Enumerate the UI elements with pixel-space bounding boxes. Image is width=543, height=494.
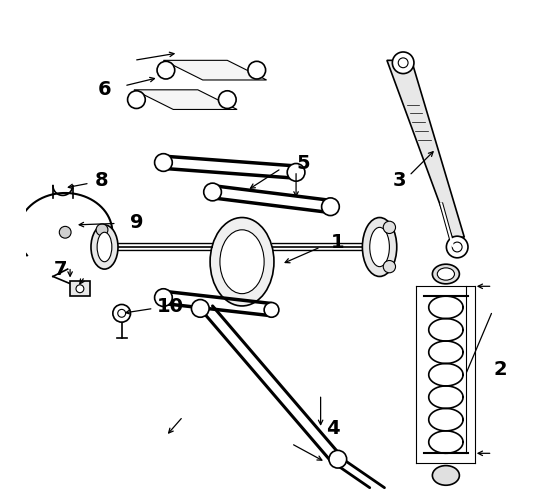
Text: 5: 5 [296,154,310,173]
Circle shape [218,91,236,109]
Text: 8: 8 [95,171,109,190]
Ellipse shape [91,225,118,269]
Circle shape [398,58,408,68]
Text: 1: 1 [331,233,345,251]
Circle shape [118,309,125,317]
Ellipse shape [437,268,454,280]
Polygon shape [387,60,464,237]
Circle shape [204,183,222,201]
Text: 4: 4 [326,419,340,438]
Ellipse shape [383,221,395,234]
Circle shape [157,61,175,79]
Circle shape [452,242,462,252]
Circle shape [128,91,146,109]
Ellipse shape [97,232,112,262]
Ellipse shape [432,465,459,485]
Text: 3: 3 [393,171,406,190]
Circle shape [287,164,305,181]
Circle shape [321,198,339,215]
Text: 7: 7 [54,260,67,279]
Ellipse shape [220,230,264,293]
Circle shape [96,224,108,236]
Ellipse shape [370,227,389,267]
Text: 2: 2 [493,360,507,379]
Circle shape [393,52,414,74]
Circle shape [264,302,279,317]
Ellipse shape [362,217,397,277]
Circle shape [248,61,266,79]
Circle shape [192,299,209,317]
Circle shape [113,304,130,322]
Circle shape [329,451,346,468]
Polygon shape [134,90,237,110]
Bar [70,282,90,296]
Polygon shape [163,60,267,80]
Circle shape [446,236,468,258]
Circle shape [59,226,71,238]
Ellipse shape [383,260,395,273]
Circle shape [155,154,172,171]
Circle shape [155,289,172,306]
Text: 6: 6 [98,81,111,99]
Ellipse shape [432,264,459,284]
Circle shape [76,285,84,292]
Text: 10: 10 [157,297,184,317]
Ellipse shape [210,217,274,306]
Text: 9: 9 [130,213,143,232]
